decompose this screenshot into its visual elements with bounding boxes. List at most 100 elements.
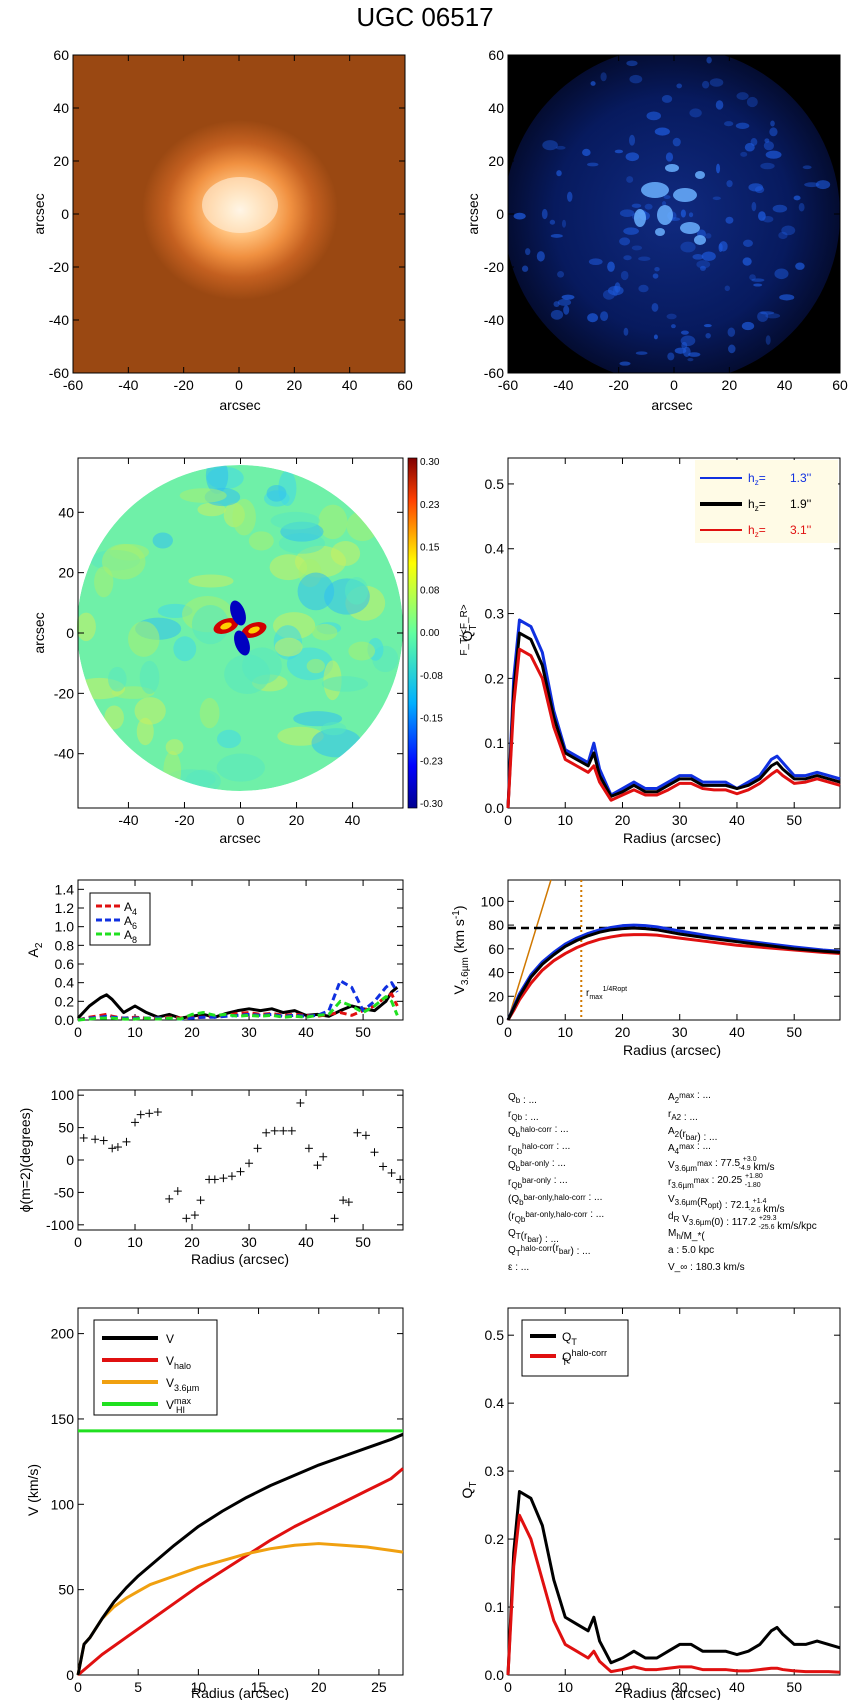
- phase-point: [262, 1128, 271, 1137]
- phase-point: [136, 1110, 145, 1119]
- qt-series-line: [506, 618, 841, 809]
- residual-blob: [619, 361, 631, 366]
- vm-series-line: [76, 1432, 404, 1676]
- residual-blob: [688, 352, 701, 357]
- y-tick-label: 0.2: [485, 670, 505, 686]
- residual-blob: [748, 183, 764, 192]
- residual-bright-blob: [641, 182, 669, 198]
- phase-point: [219, 1174, 228, 1183]
- map-blob: [330, 541, 361, 566]
- image1-xlabel: arcsec: [219, 397, 260, 413]
- vm-series-line: [77, 1467, 404, 1677]
- amp-series-line: [77, 995, 399, 1022]
- residual-blob: [600, 311, 609, 322]
- qt2-series-line: [506, 1513, 841, 1676]
- phase-point: [279, 1126, 288, 1135]
- amp-series-line: [77, 979, 399, 1022]
- residual-blob: [623, 227, 639, 235]
- y-tick-label: 0.3: [485, 1463, 505, 1479]
- map-blob: [173, 636, 197, 662]
- qt-legend: hz= 1.3'' hz= 1.9'' hz= 3.1'': [695, 460, 838, 543]
- residual-bright-blob: [694, 235, 706, 245]
- y-tick-label: 0.1: [485, 1599, 505, 1615]
- colorbar-tick-label: -0.23: [420, 756, 443, 767]
- map-ylabel: arcsec: [31, 612, 47, 653]
- x-tick-label: -20: [174, 812, 194, 828]
- residual-blob: [623, 327, 629, 336]
- y-tick-label: 0.0: [485, 1667, 505, 1683]
- x-tick-label: 20: [311, 1679, 327, 1695]
- residual-bright-blob: [657, 205, 673, 225]
- residual-blob: [619, 237, 631, 246]
- map-blob: [242, 647, 282, 685]
- residual-blob: [661, 94, 673, 103]
- vc-xlabel: Radius (arcsec): [623, 1042, 721, 1058]
- x-tick-label: 40: [729, 1024, 745, 1040]
- y-tick-label: 0.5: [485, 1327, 505, 1343]
- x-tick-label: 30: [241, 1234, 257, 1250]
- map-xlabel: arcsec: [219, 830, 260, 846]
- y-tick-label: 0.4: [485, 1395, 505, 1411]
- y-tick-label: -20: [54, 685, 74, 701]
- y-tick-label: 20: [53, 153, 69, 169]
- param-left-line: (rQbbar-only,halo-corr : ...: [508, 1209, 604, 1224]
- image2-ylabel: arcsec: [465, 193, 481, 234]
- map-blob: [318, 504, 348, 540]
- residual-blob: [671, 324, 676, 329]
- y-tick-label: -60: [484, 365, 504, 381]
- vc-ylabel: V3.6µm (km s-1): [451, 905, 471, 994]
- residual-blob: [692, 254, 704, 260]
- phase-point: [153, 1108, 162, 1117]
- x-tick-label: 40: [729, 812, 745, 828]
- phase-point: [145, 1109, 154, 1118]
- colorbar-tick-label: 0.15: [420, 543, 440, 554]
- x-tick-label: 40: [729, 1679, 745, 1695]
- map-blob: [270, 511, 320, 530]
- phase-point: [296, 1098, 305, 1107]
- map-blob: [312, 623, 338, 641]
- y-tick-label: 40: [58, 504, 74, 520]
- parameters-block: Qb : ... rQb : ...Qbhalo-corr : ... rQbhal…: [508, 1090, 817, 1273]
- y-tick-label: 20: [488, 988, 504, 1004]
- residual-blob: [726, 180, 733, 188]
- x-tick-label: 30: [241, 1024, 257, 1040]
- plot-frame: [507, 1307, 841, 1676]
- residual-blob: [680, 209, 686, 218]
- map-blob: [128, 621, 160, 657]
- y-tick-label: 100: [51, 1496, 75, 1512]
- param-left-line: ε : ...: [508, 1262, 529, 1273]
- param-left-line: rQbbar-only : ...: [508, 1175, 568, 1190]
- residual-blob: [676, 83, 683, 89]
- param-left-line: (Qbbar-only,halo-corr : ...: [508, 1192, 602, 1207]
- residual-blob: [607, 285, 624, 296]
- residual-blob: [757, 311, 769, 322]
- residual-blob: [631, 245, 643, 251]
- residual-blob: [667, 352, 675, 361]
- map-blob: [165, 739, 184, 756]
- x-tick-label: 20: [287, 377, 303, 393]
- x-tick-label: 20: [184, 1024, 200, 1040]
- map-blob: [205, 465, 229, 494]
- phase-point: [319, 1152, 328, 1161]
- phase-point: [253, 1144, 262, 1153]
- param-left-line: rQbhalo-corr : ...: [508, 1141, 570, 1156]
- y-tick-label: 0.0: [55, 1012, 75, 1028]
- x-tick-label: 10: [557, 1679, 573, 1695]
- force-ratio-map-panel: -40 -20 0 20 40 -40 -20 0 20 40 arcsec arcsec 0.3…: [31, 457, 470, 846]
- colorbar-tick-label: 0.30: [420, 457, 440, 468]
- map-blob: [321, 722, 347, 736]
- residual-blob: [665, 152, 674, 162]
- y-tick-label: 1.2: [55, 900, 75, 916]
- x-tick-label: -60: [63, 377, 83, 393]
- y-tick-label: 60: [488, 47, 504, 63]
- x-tick-label: 10: [191, 1679, 207, 1695]
- residual-blob: [716, 163, 721, 174]
- bar-phase-panel: 0 10 20 30 40 50 -100 -50 0 50 100 Radius (arcsec)…: [17, 1087, 405, 1267]
- phase-point: [344, 1198, 353, 1207]
- phase-point: [113, 1143, 122, 1152]
- residual-blob: [635, 351, 648, 355]
- x-tick-label: 30: [672, 812, 688, 828]
- map-blob: [306, 658, 325, 674]
- phase-point: [396, 1175, 405, 1184]
